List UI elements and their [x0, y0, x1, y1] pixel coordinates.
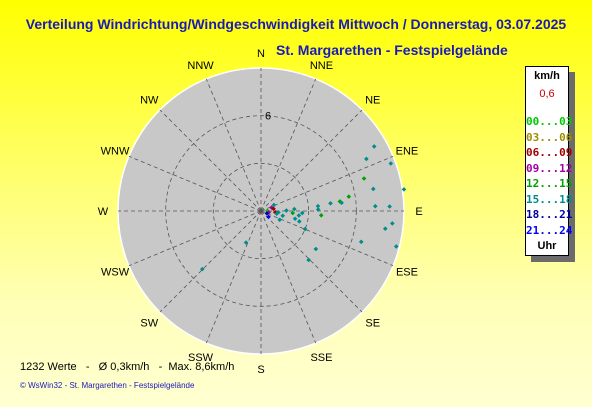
data-point-10	[315, 203, 321, 209]
spoke-gridline	[205, 78, 262, 212]
spoke-gridline	[128, 155, 262, 212]
data-point-15	[284, 208, 289, 213]
chart-title: Verteilung Windrichtung/Windgeschwindigk…	[25, 16, 567, 32]
data-point-28	[302, 226, 308, 232]
direction-labels: N NNE NE ENE E ESE SE SSE S SSW SW WSW W WNW NW NNW 6	[98, 48, 423, 376]
data-point-42	[271, 202, 277, 208]
data-point-7	[337, 199, 343, 204]
data-point-8	[328, 201, 333, 206]
legend-band-5: 15...18	[526, 192, 573, 206]
direction-label: SE	[365, 318, 380, 330]
direction-label: SW	[140, 318, 158, 330]
data-point-16	[299, 210, 305, 216]
data-point-11	[292, 206, 297, 212]
data-point-25	[393, 244, 399, 249]
data-point-4	[370, 186, 376, 192]
data-point-41	[274, 211, 279, 217]
spoke-gridline	[260, 210, 363, 313]
data-point-14	[315, 207, 321, 212]
data-point-3	[361, 176, 367, 181]
data-point-19	[276, 210, 281, 215]
direction-label: NNW	[187, 60, 214, 72]
spoke-gridline	[159, 109, 262, 212]
data-point-30	[313, 246, 319, 252]
direction-label: NNE	[310, 60, 333, 72]
spoke-gridline	[260, 109, 363, 212]
direction-label: W	[98, 206, 109, 218]
data-point-21	[296, 213, 302, 218]
data-point-5	[346, 194, 352, 199]
data-point-37	[271, 206, 276, 212]
data-point-29	[277, 217, 282, 223]
legend-footer: Uhr	[537, 240, 557, 252]
legend-band-1: 03...06	[526, 130, 573, 144]
legend-band-7: 21...24	[526, 223, 573, 237]
spoke-gridline	[260, 78, 317, 212]
data-point-34	[265, 208, 270, 213]
data-point-22	[382, 226, 388, 231]
data-point-1	[364, 156, 369, 162]
ring-gridline	[212, 162, 310, 260]
direction-label: WSW	[101, 266, 130, 278]
spoke-gridline	[205, 210, 262, 344]
data-point-20	[389, 221, 395, 226]
direction-label: SSE	[310, 352, 332, 364]
legend-unit: km/h	[534, 70, 560, 82]
data-point-9	[339, 200, 344, 206]
direction-label: ESE	[396, 266, 418, 278]
data-point-23	[280, 213, 286, 219]
data-point-26	[297, 219, 302, 224]
data-point-33	[199, 266, 205, 272]
legend-band-6: 18...21	[526, 208, 573, 221]
data-point-40	[266, 214, 271, 220]
spoke-gridline	[260, 210, 317, 344]
chart-subtitle: St. Margarethen - Festspielgelände	[276, 42, 508, 58]
data-point-27	[358, 239, 364, 245]
credit-line: © WsWin32 - St. Margarethen - Festspielg…	[20, 381, 195, 390]
data-point-35	[269, 205, 274, 210]
rose-grid	[118, 68, 404, 354]
legend-band-4: 12...15	[526, 177, 573, 190]
legend-band-2: 06...09	[526, 146, 573, 159]
data-point-18	[318, 213, 324, 218]
data-point-24	[292, 216, 298, 222]
legend-band-3: 09...12	[526, 161, 573, 175]
data-point-32	[243, 240, 249, 245]
spoke-gridline	[260, 155, 394, 212]
data-point-13	[387, 204, 392, 209]
ring-gridline	[165, 115, 357, 307]
data-point-0	[371, 144, 377, 149]
spoke-gridline	[260, 210, 394, 267]
direction-label: E	[415, 206, 422, 218]
data-point-17	[290, 210, 296, 216]
data-point-2	[388, 161, 394, 166]
data-point-31	[306, 257, 311, 263]
direction-label: N	[257, 48, 265, 60]
legend-band-0: 00...03	[526, 115, 573, 128]
data-point-38	[272, 209, 278, 215]
direction-label: NE	[365, 94, 380, 106]
direction-label: WNW	[101, 146, 130, 158]
direction-label: ENE	[396, 146, 419, 158]
spoke-gridline	[159, 210, 262, 313]
direction-label: SSW	[188, 352, 214, 364]
stats-line: 1232 Werte - Ø 0,3km/h - Max. 8,6km/h	[20, 361, 235, 373]
data-point-36	[266, 210, 272, 215]
data-points	[199, 144, 407, 272]
speed-legend: km/h 0,6 00...03 03...06 06...09 09...12 12.…	[525, 66, 573, 256]
legend-max-value: 0,6	[539, 88, 555, 100]
data-point-12	[372, 203, 378, 209]
radial-tick-label: 6	[265, 111, 271, 123]
direction-label: NW	[140, 94, 159, 106]
data-point-6	[401, 187, 407, 192]
spoke-gridline	[128, 210, 262, 267]
data-point-39	[264, 211, 270, 216]
direction-label: S	[257, 364, 264, 376]
